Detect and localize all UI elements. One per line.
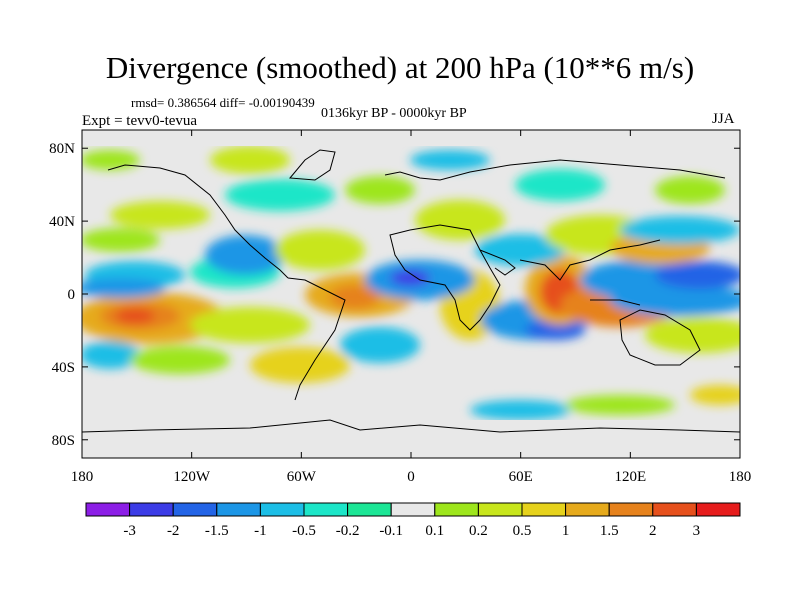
coastlines	[82, 149, 740, 433]
colorbar-label: -0.2	[336, 523, 360, 539]
colorbar-label: -1.5	[205, 523, 229, 539]
lon-tick-label: 120E	[614, 469, 646, 485]
colorbar-swatch	[129, 502, 174, 517]
colorbar-label: 1.5	[600, 523, 619, 539]
lon-tick-label: 180	[729, 469, 752, 485]
colorbar-label: -2	[167, 523, 180, 539]
lat-tick-label: 80S	[52, 433, 75, 449]
colorbar-label: -3	[123, 523, 136, 539]
lon-tick-label: 120W	[173, 469, 211, 485]
colorbar-label: 1	[562, 523, 570, 539]
plot-title: Divergence (smoothed) at 200 hPa (10**6 …	[105, 50, 695, 85]
colorbar-label: 2	[649, 523, 657, 539]
longitude-ticks: 180 120W 60W 0 60E 120E 180	[71, 130, 752, 485]
colorbar	[85, 502, 741, 517]
colorbar-swatch	[608, 502, 654, 517]
colorbar-label: 0.5	[513, 523, 532, 539]
colorbar-label: 3	[693, 523, 701, 539]
colorbar-swatch	[390, 502, 436, 517]
lat-tick-label: 80N	[49, 141, 75, 157]
lon-tick-label: 180	[71, 469, 94, 485]
latitude-ticks: 80N 40N 0 40S 80S	[49, 141, 740, 449]
colorbar-swatch	[172, 502, 218, 517]
colorbar-swatch	[695, 502, 741, 517]
colorbar-swatch	[347, 502, 392, 517]
rmsd-diff-stats: rmsd= 0.386564 diff= -0.00190439	[131, 95, 315, 110]
colorbar-labels: -3 -2 -1.5 -1 -0.5 -0.2 -0.1 0.1 0.2 0.5 1 1.5 2 3	[123, 523, 700, 539]
colorbar-label: 0.2	[469, 523, 488, 539]
colorbar-swatch	[565, 502, 610, 517]
colorbar-label: -1	[254, 523, 267, 539]
colorbar-swatch	[521, 502, 567, 517]
lat-tick-label: 40N	[49, 214, 75, 230]
colorbar-swatch	[85, 502, 131, 517]
colorbar-label: -0.5	[292, 523, 316, 539]
season-label: JJA	[712, 111, 735, 127]
experiment-label: Expt = tevv0-tevua	[82, 113, 198, 129]
colorbar-swatch	[216, 502, 261, 517]
time-period-label: 0136kyr BP - 0000kyr BP	[321, 106, 467, 121]
lon-tick-label: 60W	[287, 469, 317, 485]
colorbar-label: -0.1	[379, 523, 403, 539]
colorbar-swatch	[259, 502, 305, 517]
colorbar-swatch	[303, 502, 349, 517]
colorbar-swatch	[652, 502, 697, 517]
lat-tick-label: 40S	[52, 360, 75, 376]
colorbar-label: 0.1	[425, 523, 444, 539]
lon-tick-label: 60E	[509, 469, 533, 485]
colorbar-swatch	[434, 502, 479, 517]
colorbar-swatch	[477, 502, 523, 517]
lon-tick-label: 0	[407, 469, 415, 485]
lat-tick-label: 0	[68, 287, 76, 303]
